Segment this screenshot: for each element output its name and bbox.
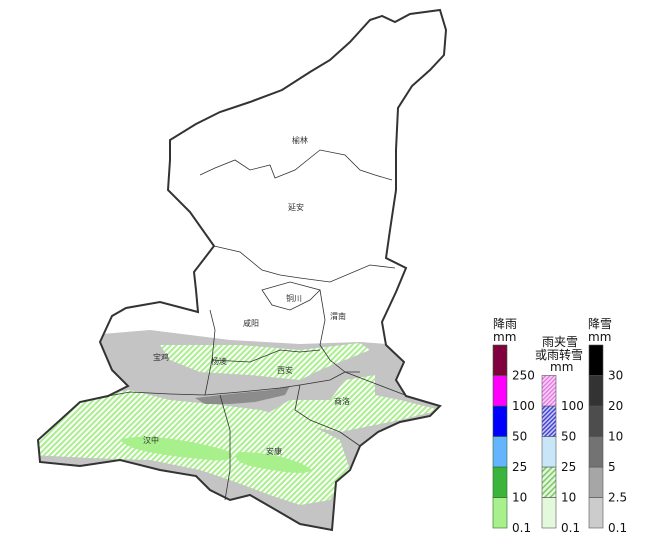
city-labels: 榆林 延安 铜川 渭南 咸阳 宝鸡 杨凌 西安 商洛 汉中 安康	[143, 135, 350, 456]
legend-sleet-swatch	[541, 436, 557, 468]
legend-rain-tick: 100	[512, 399, 535, 413]
rain-light-area-hanzhong	[120, 436, 233, 461]
legend-snow-tick: 5	[608, 460, 616, 474]
legend-snow-tick: 20	[608, 399, 623, 413]
city-label-ankang: 安康	[266, 446, 282, 456]
legend-snow-tick: 30	[608, 369, 623, 383]
legend: 降雨 mm 雨夹雪 或雨转雪 mm 降雪 mm 0.1 10 25 50 100 250 0…	[492, 317, 627, 535]
city-label-yulin: 榆林	[292, 135, 308, 145]
legend-sleet-swatch	[541, 466, 557, 498]
legend-snow-swatch	[588, 436, 604, 468]
legend-snow-swatch	[588, 375, 604, 407]
legend-rain-swatch	[492, 344, 508, 376]
legend-snow-swatch	[588, 497, 604, 529]
legend-rain-tick: 25	[512, 460, 527, 474]
legend-rain-swatch	[492, 375, 508, 407]
legend-snow-unit: mm	[588, 330, 611, 344]
legend-rain-swatch	[492, 497, 508, 529]
legend-snow-title: 降雪	[588, 317, 612, 331]
city-label-baoji: 宝鸡	[153, 352, 169, 362]
legend-sleet-unit: mm	[550, 360, 573, 374]
city-label-shangluo: 商洛	[334, 396, 350, 406]
legend-snow-tick: 10	[608, 430, 623, 444]
legend-sleet-tick: 50	[561, 430, 576, 444]
rain-light-area-ankang	[235, 452, 312, 473]
legend-snow-tick: 2.5	[608, 491, 627, 505]
legend-rain-tick: 250	[512, 369, 535, 383]
legend-sleet-tick: 100	[561, 399, 584, 413]
legend-rain-tick: 0.1	[512, 521, 531, 535]
legend-rain-tick: 50	[512, 430, 527, 444]
city-label-yanan: 延安	[288, 202, 304, 212]
legend-rain-swatch	[492, 466, 508, 498]
legend-rain-swatch	[492, 436, 508, 468]
city-label-hanzhong: 汉中	[143, 435, 159, 445]
city-label-tongchuan: 铜川	[286, 293, 302, 303]
legend-sleet-title: 雨夹雪	[542, 335, 578, 349]
legend-sleet-swatch	[541, 497, 557, 529]
legend-sleet-tick: 25	[561, 460, 576, 474]
legend-snow-swatch	[588, 405, 604, 437]
boundaries	[37, 9, 447, 531]
legend-rain-tick: 10	[512, 491, 527, 505]
legend-rain-title: 降雨	[493, 317, 517, 331]
legend-sleet-tick: 10	[561, 491, 576, 505]
legend-sleet-swatch	[541, 375, 557, 407]
snow-moderate-area	[195, 386, 290, 404]
legend-rain-swatch	[492, 405, 508, 437]
legend-sleet-tick: 0.1	[561, 521, 580, 535]
legend-rain-unit: mm	[493, 330, 516, 344]
city-label-weinan: 渭南	[330, 311, 346, 321]
legend-sleet-swatch	[541, 405, 557, 437]
legend-snow-swatch	[588, 344, 604, 376]
legend-snow-tick: 0.1	[608, 521, 627, 535]
city-label-xianyang: 咸阳	[243, 318, 259, 328]
legend-snow-swatch	[588, 466, 604, 498]
city-label-xian: 西安	[277, 365, 293, 375]
legend-sleet-title2: 或雨转雪	[535, 347, 583, 362]
city-label-yangling: 杨凌	[211, 356, 227, 366]
sleet-light-area-shangluo	[270, 375, 440, 432]
